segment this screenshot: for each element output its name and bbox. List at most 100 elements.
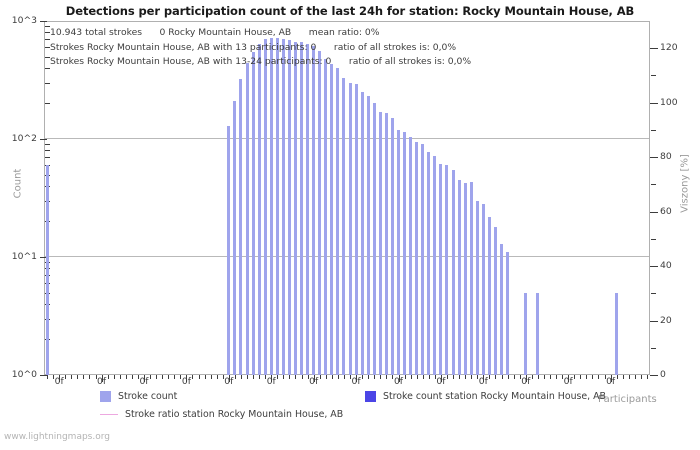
legend-label: Stroke count station Rocky Mountain Hous… — [383, 391, 606, 402]
bar — [336, 67, 340, 375]
legend-label: Stroke ratio station Rocky Mountain Hous… — [125, 409, 344, 420]
x-minor-tick — [113, 375, 115, 379]
x-minor-tick — [646, 375, 648, 379]
y-right-major-tick — [650, 266, 658, 268]
bar — [397, 129, 400, 375]
legend-item[interactable]: Stroke ratio station Rocky Mountain Hous… — [100, 409, 343, 420]
x-minor-tick — [53, 375, 55, 379]
y-left-minor-tick — [45, 157, 50, 159]
x-minor-tick — [162, 375, 164, 379]
x-minor-tick — [343, 375, 345, 379]
x-minor-tick — [174, 375, 176, 379]
x-minor-tick — [562, 375, 564, 379]
x-minor-tick — [71, 375, 73, 379]
x-minor-tick — [337, 375, 339, 379]
x-tick-label: 0f — [351, 376, 361, 387]
x-minor-tick — [628, 375, 630, 379]
x-minor-tick — [325, 375, 327, 379]
x-minor-tick — [168, 375, 170, 379]
x-major-tick — [143, 375, 145, 382]
x-tick-label: 0f — [478, 376, 488, 387]
bar — [372, 103, 376, 375]
bar — [403, 131, 407, 375]
x-minor-tick — [622, 375, 624, 379]
x-tick-label: 0f — [97, 376, 107, 387]
x-minor-tick — [47, 375, 49, 379]
legend-item[interactable]: Stroke count station Rocky Mountain Hous… — [365, 391, 606, 402]
bar — [324, 58, 328, 375]
x-minor-tick — [307, 375, 309, 379]
x-minor-tick — [428, 375, 430, 379]
bar — [263, 39, 267, 375]
y-right-tick-label: 0 — [660, 369, 666, 380]
x-tick-label: 0f — [563, 376, 573, 387]
bar — [45, 165, 49, 375]
x-minor-tick — [240, 375, 242, 379]
x-minor-tick — [537, 375, 539, 379]
x-minor-tick — [471, 375, 473, 379]
y-left-tick-label: 10^2 — [11, 133, 37, 144]
bar — [293, 41, 297, 375]
bar — [354, 84, 358, 375]
x-minor-tick — [283, 375, 285, 379]
bar — [269, 37, 273, 375]
x-minor-tick — [513, 375, 515, 379]
x-minor-tick — [404, 375, 406, 379]
x-minor-tick — [574, 375, 576, 379]
x-minor-tick — [119, 375, 121, 379]
x-minor-tick — [640, 375, 642, 379]
x-minor-tick — [83, 375, 85, 379]
x-tick-label: 0f — [393, 376, 404, 387]
y-right-minor-tick — [651, 238, 656, 240]
plot-area — [44, 21, 650, 375]
x-major-tick — [271, 375, 273, 382]
bar — [463, 183, 467, 375]
x-minor-tick — [459, 375, 461, 379]
x-minor-tick — [95, 375, 97, 379]
bar — [500, 243, 504, 375]
y-left-tick-label: 10^1 — [11, 251, 37, 262]
x-major-tick — [440, 375, 442, 382]
watermark: www.lightningmaps.org — [4, 432, 110, 442]
bar — [384, 113, 388, 375]
bar — [257, 43, 261, 375]
y-right-major-tick — [650, 102, 658, 104]
x-major-tick — [356, 375, 358, 382]
bar — [306, 43, 310, 375]
y-right-major-tick — [650, 211, 658, 213]
legend: Stroke count Stroke count station Rocky M… — [0, 389, 700, 434]
y-right-major-tick — [650, 375, 658, 376]
bar — [487, 216, 491, 375]
x-minor-tick — [89, 375, 91, 379]
bar — [239, 79, 243, 375]
y-right-tick-label: 60 — [660, 205, 672, 217]
bar — [378, 111, 382, 375]
x-minor-tick — [556, 375, 558, 379]
y-left-major-tick — [40, 21, 47, 22]
bar — [287, 40, 291, 375]
x-tick-label: 0f — [309, 376, 319, 387]
y-right-tick-label: 20 — [660, 314, 672, 326]
bar — [300, 42, 304, 375]
legend-item[interactable]: Stroke count — [100, 391, 177, 402]
bar — [457, 179, 461, 375]
bar — [475, 200, 479, 375]
bar — [445, 165, 449, 375]
x-minor-tick — [156, 375, 158, 379]
x-major-tick — [59, 375, 61, 382]
bar — [360, 92, 364, 375]
x-minor-tick — [616, 375, 618, 379]
bar — [233, 100, 237, 375]
bar — [366, 96, 370, 375]
x-tick-label: 0f — [266, 376, 276, 387]
x-minor-tick — [495, 375, 497, 379]
x-minor-tick — [210, 375, 212, 379]
x-minor-tick — [301, 375, 303, 379]
bar — [342, 77, 346, 375]
x-minor-tick — [519, 375, 521, 379]
bar — [245, 63, 249, 375]
y-right-minor-tick — [651, 75, 656, 77]
y-right-tick-label: 80 — [660, 151, 672, 163]
x-minor-tick — [150, 375, 152, 379]
